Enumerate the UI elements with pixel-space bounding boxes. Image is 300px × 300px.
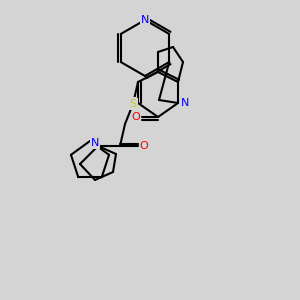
Text: N: N bbox=[141, 15, 149, 25]
Text: N: N bbox=[181, 98, 189, 108]
Text: N: N bbox=[127, 98, 135, 108]
Text: O: O bbox=[132, 112, 140, 122]
Text: N: N bbox=[91, 138, 99, 148]
Text: O: O bbox=[140, 141, 148, 151]
Text: S: S bbox=[129, 99, 137, 109]
